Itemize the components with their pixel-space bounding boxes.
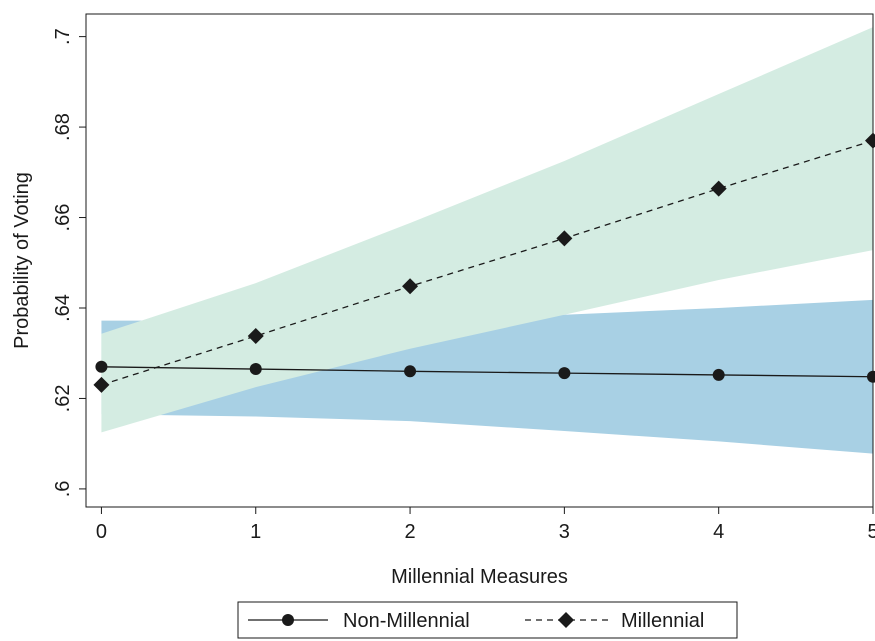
axes: 0 1 2 3 4 5 .6 .62 .64 .66 .68 .7 (52, 13, 875, 543)
data-point-non-millennial (95, 360, 108, 373)
data-point-non-millennial (249, 363, 262, 376)
series-lines (101, 140, 874, 386)
legend-label-non-millennial: Non-Millennial (343, 610, 470, 632)
series-line-non-millennial (101, 366, 874, 378)
x-tick-label: 1 (250, 521, 261, 543)
y-tick-label: .68 (52, 113, 74, 141)
data-point-non-millennial (712, 368, 725, 381)
x-axis-title: Millennial Measures (391, 566, 568, 588)
x-tick-label: 4 (713, 521, 724, 543)
x-tick-label: 0 (96, 521, 107, 543)
y-tick-label: .7 (52, 28, 74, 45)
series-line-millennial (101, 140, 874, 386)
x-tick-label: 2 (404, 521, 415, 543)
legend: Non-Millennial Millennial (237, 601, 738, 639)
x-tick-label: 5 (867, 521, 875, 543)
legend-key-millennial-marker (558, 612, 574, 628)
data-point-millennial (556, 230, 573, 247)
confidence-bands (101, 27, 873, 454)
legend-key-non-millennial-marker (282, 614, 294, 626)
data-point-non-millennial (404, 365, 417, 378)
ci-band-millennial (101, 27, 873, 433)
data-point-non-millennial (558, 367, 571, 380)
y-axis-title: Probability of Voting (11, 172, 33, 349)
y-tick-label: .62 (52, 385, 74, 413)
y-tick-label: .66 (52, 204, 74, 232)
data-point-millennial (247, 328, 264, 345)
y-tick-label: .64 (52, 294, 74, 322)
x-tick-label: 3 (559, 521, 570, 543)
data-point-millennial (710, 180, 727, 197)
legend-label-millennial: Millennial (621, 610, 704, 632)
y-tick-label: .6 (52, 481, 74, 498)
plot-frame (85, 13, 874, 508)
data-point-millennial (93, 376, 110, 393)
data-point-millennial (402, 278, 419, 295)
